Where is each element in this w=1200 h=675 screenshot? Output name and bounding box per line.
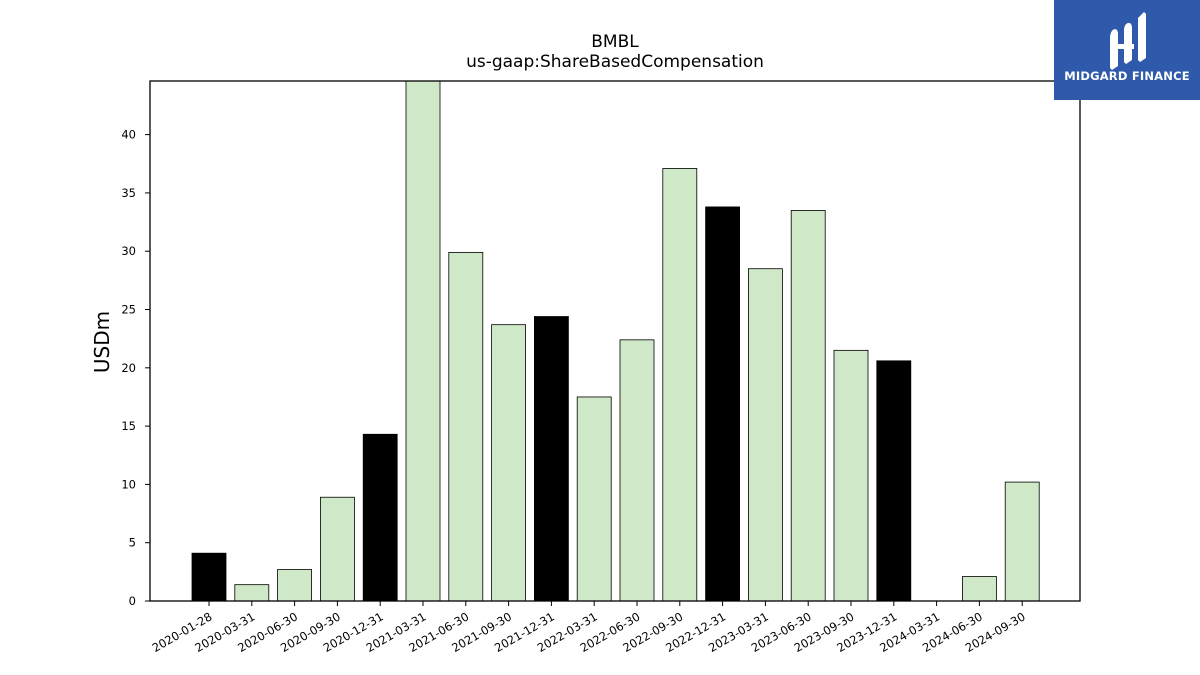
bar-2023-03-31 (748, 268, 783, 602)
bar-2024-06-30 (962, 576, 997, 602)
y-tick-label: 20 (121, 361, 136, 375)
bars-group (191, 80, 1040, 602)
bar-2020-12-31 (362, 433, 398, 602)
y-tick-label: 15 (121, 419, 136, 433)
bar-2022-09-30 (662, 168, 698, 602)
brand-name: MIDGARD FINANCE (1064, 69, 1190, 83)
bar-2022-12-31 (705, 206, 740, 602)
bar-2020-03-31 (234, 584, 270, 602)
brand-logo: MIDGARD FINANCE (1054, 0, 1200, 100)
bar-2023-12-31 (876, 360, 912, 602)
bar-2021-03-31 (405, 80, 441, 602)
x-axis: 2020-01-282020-03-312020-06-302020-09-30… (150, 601, 1028, 655)
bar-2023-09-30 (833, 349, 869, 602)
bar-2021-12-31 (534, 316, 569, 602)
bar-2021-09-30 (491, 324, 527, 602)
bar-2023-06-30 (790, 210, 826, 602)
y-axis: 0 5 10 15 20 25 30 35 40 (121, 128, 150, 608)
chart-title: BMBL (591, 32, 639, 52)
chart-subtitle: us-gaap:ShareBasedCompensation (466, 52, 764, 72)
y-tick-label: 30 (121, 244, 136, 258)
bar-2020-09-30 (319, 496, 355, 602)
bar-2022-06-30 (619, 339, 655, 602)
midgard-logo-icon (1110, 12, 1146, 70)
bar-2022-03-31 (576, 396, 612, 602)
bar-2020-01-28 (191, 552, 227, 602)
y-tick-label: 10 (121, 477, 136, 491)
y-tick-label: 25 (121, 303, 136, 317)
y-tick-label: 35 (121, 186, 136, 200)
bar-2021-06-30 (448, 251, 484, 602)
plot-frame (149, 80, 1081, 602)
bar-2020-06-30 (277, 569, 313, 602)
y-tick-label: 5 (129, 536, 136, 550)
y-axis-label: USDm (90, 310, 114, 374)
y-tick-label: 0 (129, 594, 136, 608)
y-tick-label: 40 (121, 128, 136, 142)
bar-2024-09-30 (1004, 481, 1040, 602)
